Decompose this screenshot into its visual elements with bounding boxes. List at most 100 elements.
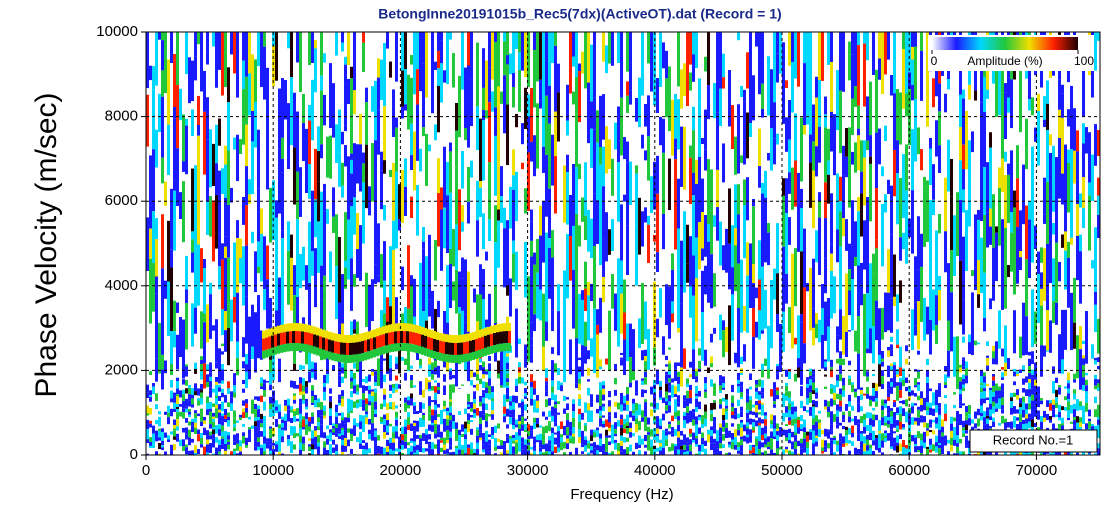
heatmap-texture bbox=[701, 415, 704, 418]
heatmap-texture bbox=[599, 382, 602, 390]
heatmap-texture bbox=[584, 431, 587, 436]
heatmap-texture bbox=[443, 147, 446, 208]
heatmap-texture bbox=[149, 428, 152, 431]
heatmap-texture bbox=[695, 407, 698, 412]
heatmap-texture bbox=[206, 382, 209, 387]
heatmap-texture bbox=[614, 412, 617, 418]
heatmap-texture bbox=[440, 404, 443, 411]
heatmap-texture bbox=[650, 92, 653, 117]
heatmap-texture bbox=[740, 32, 743, 65]
heatmap-texture bbox=[629, 422, 632, 428]
heatmap-texture bbox=[719, 222, 722, 266]
heatmap-texture bbox=[284, 411, 287, 414]
heatmap-texture bbox=[755, 405, 758, 412]
heatmap-texture bbox=[224, 330, 227, 352]
heatmap-texture bbox=[422, 415, 425, 420]
heatmap-texture bbox=[464, 414, 467, 417]
heatmap-texture bbox=[716, 291, 719, 352]
heatmap-texture bbox=[218, 413, 221, 418]
heatmap-texture bbox=[359, 429, 362, 431]
heatmap-texture bbox=[563, 223, 566, 271]
heatmap-texture bbox=[215, 377, 218, 382]
heatmap-texture bbox=[479, 424, 482, 430]
heatmap-texture bbox=[734, 353, 737, 362]
heatmap-texture bbox=[440, 438, 443, 440]
heatmap-texture bbox=[629, 105, 632, 142]
heatmap-texture bbox=[623, 389, 626, 396]
heatmap-texture bbox=[254, 373, 257, 383]
heatmap-texture bbox=[323, 448, 326, 455]
heatmap-texture bbox=[488, 440, 491, 445]
heatmap-texture bbox=[161, 70, 164, 96]
heatmap-texture bbox=[194, 438, 197, 445]
heatmap-texture bbox=[578, 64, 581, 72]
heatmap-texture bbox=[350, 397, 353, 399]
heatmap-texture bbox=[230, 441, 233, 448]
heatmap-texture bbox=[230, 425, 233, 427]
heatmap-texture bbox=[563, 421, 566, 426]
heatmap-texture bbox=[155, 441, 158, 448]
heatmap-texture bbox=[242, 432, 245, 436]
heatmap-texture bbox=[668, 434, 671, 442]
heatmap-texture bbox=[749, 373, 752, 380]
heatmap-texture bbox=[182, 242, 185, 260]
heatmap-texture bbox=[446, 265, 449, 322]
heatmap-texture bbox=[692, 82, 695, 107]
heatmap-texture bbox=[551, 63, 554, 70]
heatmap-texture bbox=[413, 423, 416, 426]
heatmap-texture bbox=[758, 395, 761, 401]
heatmap-texture bbox=[416, 414, 419, 417]
heatmap-texture bbox=[461, 151, 464, 189]
heatmap-texture bbox=[392, 32, 395, 89]
heatmap-texture bbox=[215, 398, 218, 405]
heatmap-texture bbox=[221, 411, 224, 413]
heatmap-texture bbox=[365, 261, 368, 273]
heatmap-texture bbox=[752, 422, 755, 427]
heatmap-texture bbox=[194, 410, 197, 413]
heatmap-texture bbox=[449, 427, 452, 431]
heatmap-texture bbox=[704, 266, 707, 295]
heatmap-texture bbox=[257, 396, 260, 401]
heatmap-texture bbox=[491, 435, 494, 439]
heatmap-texture bbox=[368, 439, 371, 444]
heatmap-texture bbox=[473, 171, 476, 205]
heatmap-texture bbox=[434, 240, 437, 281]
heatmap-texture bbox=[179, 254, 182, 317]
heatmap-texture bbox=[563, 325, 566, 382]
heatmap-texture bbox=[341, 418, 344, 421]
heatmap-texture bbox=[650, 409, 653, 416]
heatmap-texture bbox=[221, 413, 224, 416]
heatmap-texture bbox=[719, 159, 722, 222]
heatmap-texture bbox=[353, 32, 356, 90]
heatmap-texture bbox=[218, 417, 221, 424]
heatmap-texture bbox=[545, 439, 548, 443]
heatmap-texture bbox=[410, 170, 413, 196]
heatmap-texture bbox=[608, 416, 611, 423]
heatmap-texture bbox=[635, 122, 638, 149]
heatmap-texture bbox=[635, 443, 638, 449]
heatmap-texture bbox=[620, 369, 623, 374]
heatmap-texture bbox=[581, 451, 584, 454]
heatmap-texture bbox=[278, 452, 281, 455]
heatmap-texture bbox=[188, 415, 191, 418]
heatmap-texture bbox=[377, 155, 380, 191]
heatmap-texture bbox=[647, 440, 650, 445]
heatmap-texture bbox=[587, 252, 590, 282]
heatmap-texture bbox=[353, 320, 356, 330]
heatmap-texture bbox=[482, 450, 485, 453]
heatmap-texture bbox=[365, 443, 368, 450]
heatmap-texture bbox=[704, 427, 707, 434]
heatmap-texture bbox=[476, 416, 479, 420]
heatmap-texture bbox=[311, 32, 314, 63]
heatmap-texture bbox=[383, 425, 386, 432]
heatmap-texture bbox=[191, 443, 194, 451]
heatmap-texture bbox=[380, 424, 383, 430]
heatmap-texture bbox=[215, 133, 218, 163]
heatmap-texture bbox=[629, 324, 632, 358]
heatmap-texture bbox=[365, 208, 368, 246]
heatmap-texture bbox=[299, 352, 302, 359]
heatmap-texture bbox=[389, 32, 392, 62]
heatmap-texture bbox=[353, 418, 356, 425]
heatmap-texture bbox=[494, 107, 497, 124]
heatmap-texture bbox=[248, 427, 251, 429]
